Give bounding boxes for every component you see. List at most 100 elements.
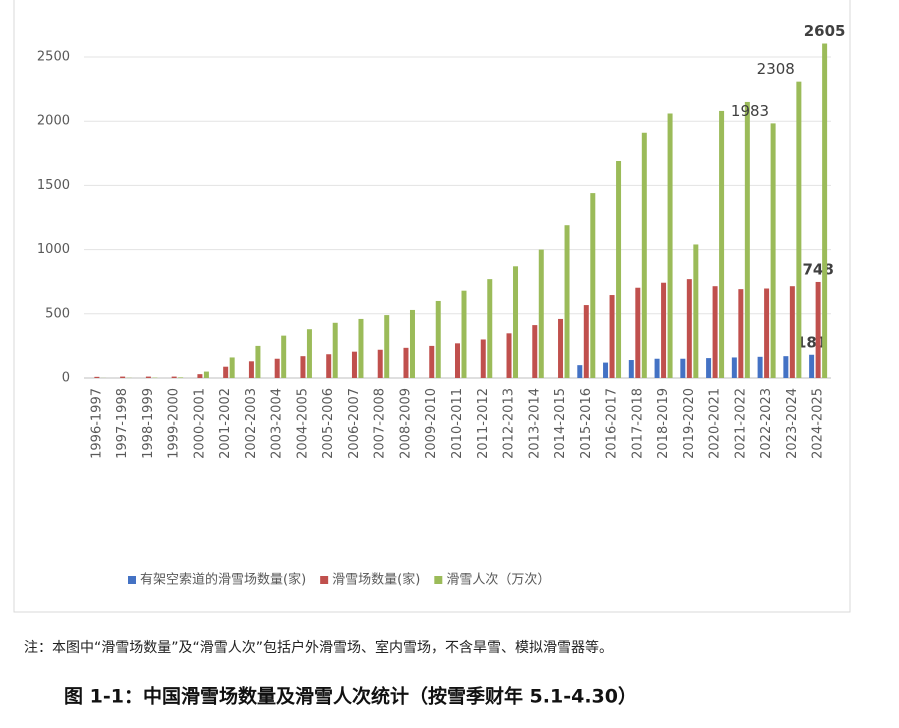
bar bbox=[274, 358, 280, 378]
x-tick-label: 2024-2025 bbox=[811, 388, 826, 459]
y-tick-label: 2000 bbox=[37, 114, 70, 129]
x-tick-label: 2005-2006 bbox=[321, 388, 336, 459]
x-tick-label: 1999-2000 bbox=[167, 388, 182, 459]
bar bbox=[686, 279, 692, 378]
y-tick-label: 1000 bbox=[37, 242, 70, 257]
bar bbox=[513, 266, 519, 378]
x-tick-label: 2016-2017 bbox=[605, 388, 620, 459]
x-tick-label: 2022-2023 bbox=[759, 388, 774, 459]
bar bbox=[538, 249, 544, 378]
y-tick-label: 0 bbox=[62, 371, 70, 386]
x-tick-label: 1998-1999 bbox=[141, 388, 156, 459]
x-tick-label: 2002-2003 bbox=[244, 388, 259, 459]
bar bbox=[377, 349, 383, 378]
x-tick-label: 2001-2002 bbox=[218, 388, 233, 459]
bar bbox=[667, 113, 673, 378]
bar bbox=[764, 288, 770, 378]
bar bbox=[654, 358, 660, 378]
x-tick-label: 2014-2015 bbox=[553, 388, 568, 459]
bar bbox=[757, 356, 763, 378]
bar bbox=[609, 295, 615, 378]
legend-swatch bbox=[434, 576, 443, 584]
bar bbox=[603, 362, 609, 378]
x-tick-label: 2011-2012 bbox=[476, 388, 491, 459]
legend-label: 有架空索道的滑雪场数量(家) bbox=[140, 572, 306, 588]
x-tick-label: 2012-2013 bbox=[502, 388, 517, 459]
x-tick-label: 1997-1998 bbox=[115, 388, 130, 459]
x-tick-label: 2013-2014 bbox=[527, 388, 542, 459]
bar bbox=[351, 351, 357, 378]
bar bbox=[783, 356, 789, 378]
bar bbox=[435, 300, 441, 378]
bar bbox=[203, 371, 209, 378]
x-tick-label: 1996-1997 bbox=[89, 388, 104, 459]
bar bbox=[577, 365, 583, 378]
bar bbox=[796, 81, 802, 378]
x-tick-label: 2009-2010 bbox=[424, 388, 439, 459]
bar bbox=[197, 374, 203, 378]
data-label: 2605 bbox=[804, 22, 846, 40]
bar bbox=[731, 357, 737, 378]
bar bbox=[719, 110, 725, 378]
bar bbox=[145, 376, 151, 378]
bar bbox=[706, 358, 712, 378]
bar bbox=[616, 161, 622, 378]
data-label: 748 bbox=[802, 260, 833, 278]
legend-swatch bbox=[320, 576, 329, 584]
bar bbox=[815, 281, 821, 378]
data-label: 2308 bbox=[757, 60, 795, 78]
note: 注：本图中“滑雪场数量”及“滑雪人次”包括户外滑雪场、室内雪场，不含旱雪、模拟滑… bbox=[24, 639, 613, 656]
bar bbox=[583, 305, 589, 378]
bar bbox=[809, 354, 815, 378]
bar bbox=[384, 315, 390, 378]
legend-swatch bbox=[128, 576, 136, 584]
x-tick-label: 2010-2011 bbox=[450, 388, 465, 459]
bar bbox=[487, 279, 493, 378]
x-tick-label: 2019-2020 bbox=[682, 388, 697, 459]
bar bbox=[744, 101, 750, 378]
bar bbox=[635, 287, 641, 378]
bar bbox=[248, 361, 254, 378]
bar bbox=[306, 329, 312, 378]
x-tick-label: 2008-2009 bbox=[398, 388, 413, 459]
x-tick-label: 2000-2001 bbox=[192, 388, 207, 459]
bar bbox=[332, 322, 338, 378]
bar bbox=[480, 339, 486, 378]
bar bbox=[94, 376, 100, 378]
x-tick-label: 2007-2008 bbox=[373, 388, 388, 459]
y-tick-label: 500 bbox=[45, 306, 70, 321]
x-tick-label: 2015-2016 bbox=[579, 388, 594, 459]
legend-label: 滑雪场数量(家) bbox=[332, 572, 420, 588]
legend: 有架空索道的滑雪场数量(家) 滑雪场数量(家) 滑雪人次（万次） bbox=[128, 572, 550, 588]
bar bbox=[712, 286, 718, 378]
bar bbox=[738, 289, 744, 378]
bar bbox=[693, 244, 699, 378]
bar bbox=[229, 357, 235, 378]
bar bbox=[641, 132, 647, 378]
bar bbox=[178, 377, 184, 378]
x-tick-label: 2021-2022 bbox=[733, 388, 748, 459]
bar bbox=[532, 325, 538, 378]
x-tick-label: 2006-2007 bbox=[347, 388, 362, 459]
caption: 图 1-1：中国滑雪场数量及滑雪人次统计（按雪季财年 5.1-4.30） bbox=[64, 685, 637, 708]
legend-label: 滑雪人次（万次） bbox=[446, 572, 550, 588]
bar bbox=[409, 309, 415, 378]
x-tick-label: 2003-2004 bbox=[270, 388, 285, 459]
bar bbox=[358, 318, 364, 378]
bar bbox=[770, 123, 776, 378]
bar bbox=[628, 360, 634, 378]
bar bbox=[590, 193, 596, 378]
x-tick-label: 2020-2021 bbox=[708, 388, 723, 459]
y-tick-label: 2500 bbox=[37, 50, 70, 65]
x-tick-label: 2023-2024 bbox=[785, 388, 800, 459]
bar bbox=[680, 358, 686, 378]
bar bbox=[255, 345, 261, 378]
bar bbox=[171, 376, 177, 378]
x-tick-label: 2018-2019 bbox=[656, 388, 671, 459]
bar bbox=[822, 43, 828, 378]
bar bbox=[789, 286, 795, 378]
bar bbox=[326, 354, 332, 378]
data-label: 1983 bbox=[731, 102, 769, 120]
